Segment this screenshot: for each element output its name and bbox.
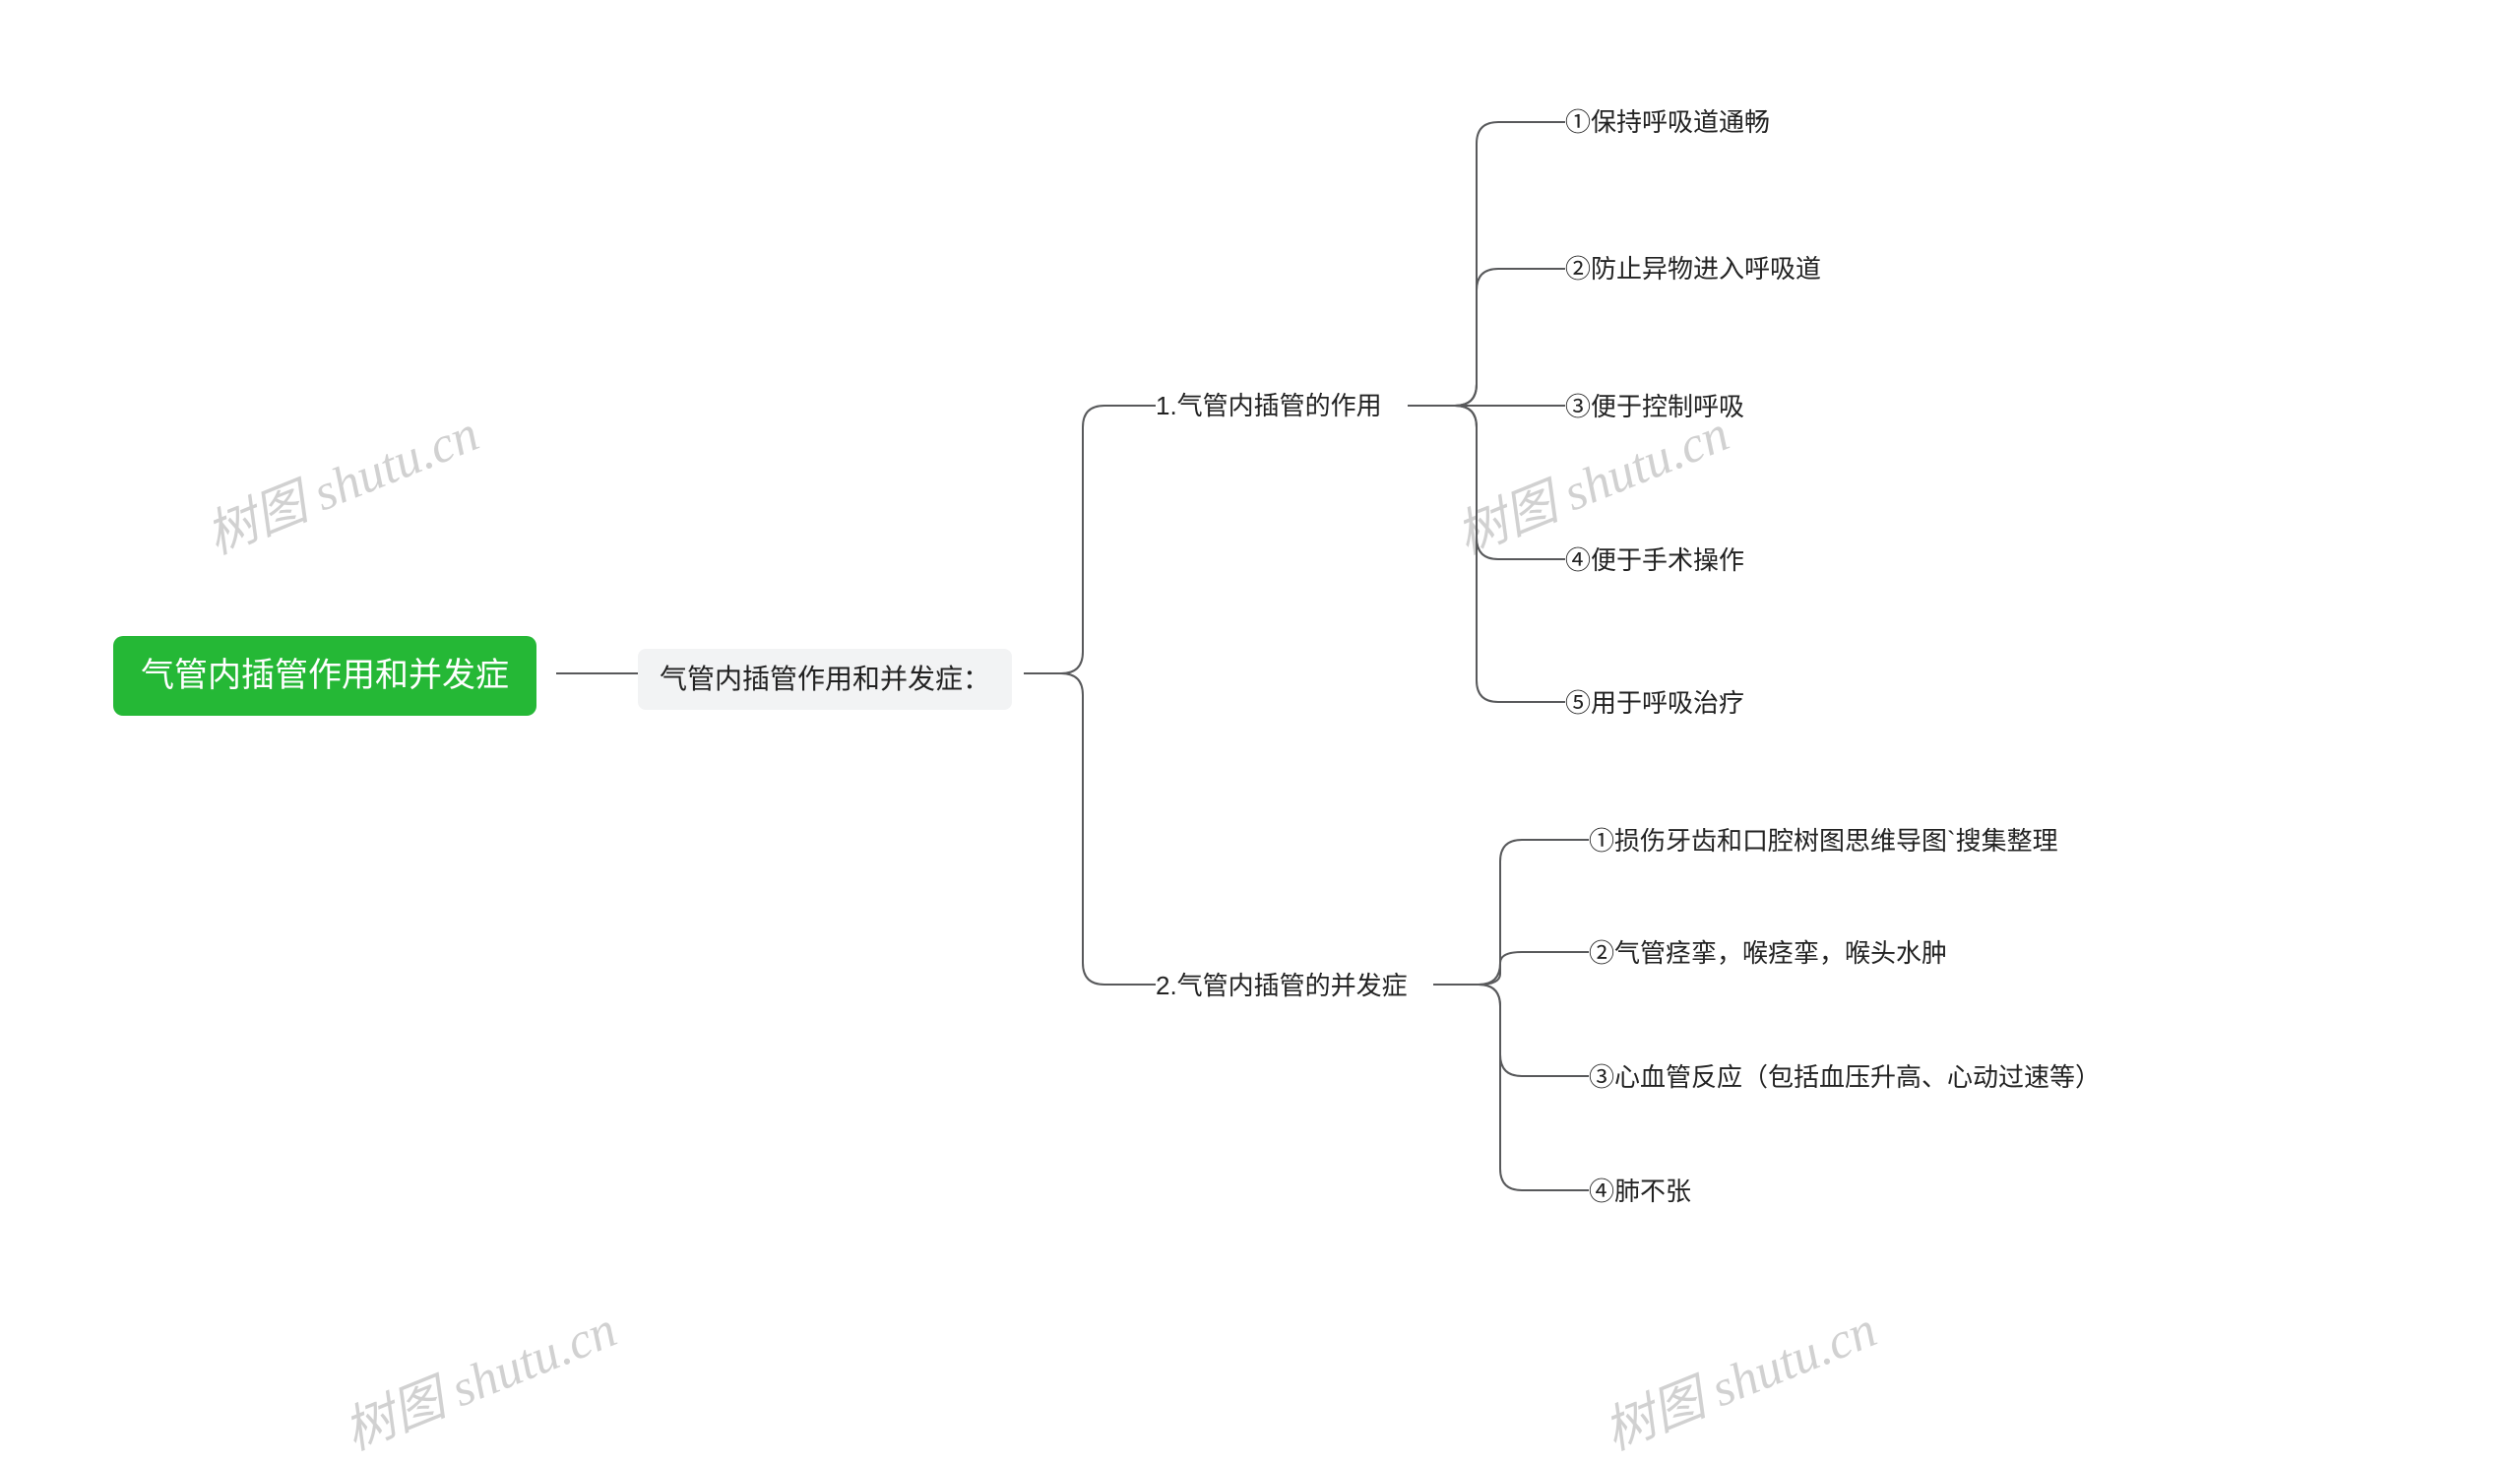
level2-node-complications[interactable]: 2.气管内插管的并发症 (1156, 971, 1408, 1001)
leaf-b1[interactable]: ①损伤牙齿和口腔树图思维导图`搜集整理 (1589, 826, 2058, 857)
watermark: 树图 shutu.cn (332, 1288, 626, 1464)
watermark: 树图 shutu.cn (194, 392, 488, 568)
leaf-a2[interactable]: ②防止异物进入呼吸道 (1565, 254, 1821, 285)
edge-l2b-b1 (1433, 840, 1589, 985)
edge-l2b-b2 (1433, 952, 1589, 985)
edge-l2b-b4 (1433, 985, 1589, 1190)
leaf-a4[interactable]: ④便于手术操作 (1565, 545, 1744, 576)
root-node[interactable]: 气管内插管作用和并发症 (113, 636, 536, 716)
leaf-a5[interactable]: ⑤用于呼吸治疗 (1565, 688, 1744, 719)
edge-l1-l2a (1024, 406, 1156, 673)
level1-node[interactable]: 气管内插管作用和并发症： (638, 649, 1012, 710)
edge-l2b-b3 (1433, 985, 1589, 1076)
leaf-a1[interactable]: ①保持呼吸道通畅 (1565, 107, 1770, 138)
watermark: 树图 shutu.cn (1592, 1288, 1886, 1464)
level2-node-uses[interactable]: 1.气管内插管的作用 (1156, 391, 1382, 421)
leaf-b3[interactable]: ③心血管反应（包括血压升高、心动过速等） (1589, 1062, 2101, 1093)
edge-l2a-a4 (1408, 406, 1565, 559)
edge-l2a-a1 (1408, 122, 1565, 406)
leaf-a3[interactable]: ③便于控制呼吸 (1565, 392, 1744, 422)
leaf-b4[interactable]: ④肺不张 (1589, 1177, 1691, 1207)
edge-l1-l2b (1024, 673, 1156, 985)
edge-l2a-a2 (1408, 269, 1565, 406)
leaf-b2[interactable]: ②气管痉挛，喉痉挛，喉头水肿 (1589, 938, 1947, 969)
edge-l2a-a5 (1408, 406, 1565, 702)
